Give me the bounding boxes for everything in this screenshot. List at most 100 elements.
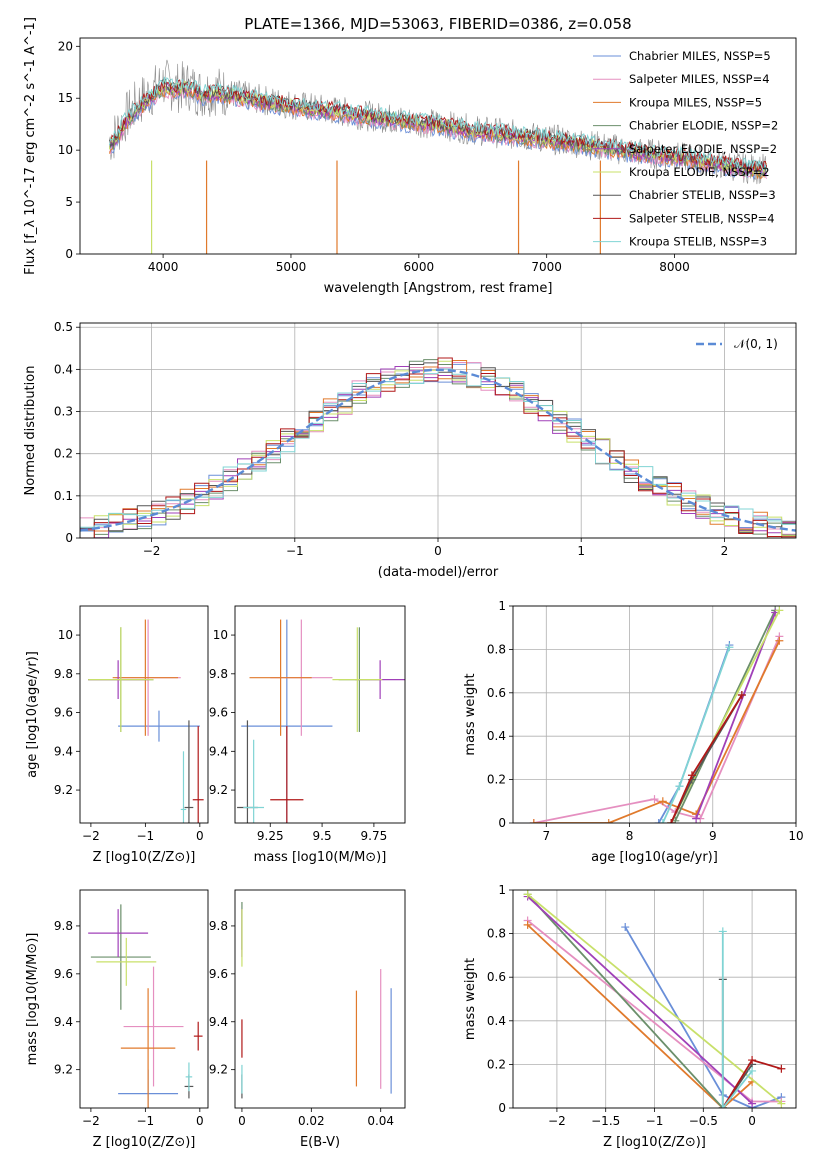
axes-frame bbox=[79, 889, 209, 1109]
y-axis-label: mass [log10(M/M⊙)] bbox=[25, 933, 40, 1066]
y-tick-label: 9.6 bbox=[209, 967, 228, 981]
x-tick-label: −1 bbox=[137, 1114, 155, 1128]
axes-frame bbox=[79, 322, 797, 539]
legend-label: Salpeter MILES, NSSP=4 bbox=[629, 72, 770, 86]
y-tick-label: 10 bbox=[58, 143, 73, 157]
axes-weight-vs-Z: −2 −1.5 −1 −0.5 0 0 0.2 0.4 0.6 0.8 1 Z [log10(Z/Z⊙… bbox=[463, 883, 797, 1150]
weight-point bbox=[777, 1064, 786, 1073]
axes-frame bbox=[79, 37, 797, 255]
x-tick-label: 0 bbox=[748, 1114, 756, 1128]
y-tick-label: 0.4 bbox=[487, 1014, 506, 1028]
x-tick-label: 0 bbox=[434, 544, 442, 558]
weight-line bbox=[695, 612, 777, 820]
y-tick-label: 9.2 bbox=[54, 1063, 73, 1077]
y-tick-label: 20 bbox=[58, 39, 73, 53]
weight-point bbox=[654, 819, 663, 823]
x-tick-label: −2 bbox=[82, 829, 100, 843]
axes-residuals: −2 −1 0 1 2 0 0.1 0.2 0.3 0.4 0.5 (data-model)/erro… bbox=[23, 320, 797, 580]
x-tick-label: 5000 bbox=[276, 260, 307, 274]
y-tick-label: 0.8 bbox=[487, 927, 506, 941]
x-tick-label: 0 bbox=[196, 829, 204, 843]
weight-point bbox=[687, 771, 696, 780]
y-axis-label: mass weight bbox=[463, 958, 478, 1040]
weight-line bbox=[526, 893, 724, 1108]
x-tick-label: −1 bbox=[286, 544, 304, 558]
y-tick-label: 1 bbox=[498, 883, 506, 897]
weight-point bbox=[775, 636, 784, 645]
x-tick-label: −1.5 bbox=[591, 1114, 620, 1128]
weight-point bbox=[748, 1066, 757, 1075]
y-tick-label: 0.5 bbox=[54, 320, 73, 334]
x-tick-label: 10 bbox=[788, 829, 803, 843]
x-tick-label: 1 bbox=[577, 544, 585, 558]
figure-title: PLATE=1366, MJD=53063, FIBERID=0386, z=0… bbox=[244, 15, 631, 33]
x-tick-label: 0.02 bbox=[298, 1114, 325, 1128]
x-tick-label: 4000 bbox=[148, 260, 179, 274]
plot-area-mass-vs-ebv bbox=[241, 901, 392, 1099]
x-tick-label: 7000 bbox=[531, 260, 562, 274]
x-tick-label: 0.04 bbox=[367, 1114, 394, 1128]
weight-point bbox=[748, 1056, 757, 1065]
y-tick-label: 0 bbox=[498, 816, 506, 830]
y-tick-label: 0.6 bbox=[487, 686, 506, 700]
axes-age-vs-Z: −2 −1 0 9.2 9.4 9.6 9.8 10 Z [log10(Z/Z⊙)] age [l… bbox=[25, 605, 209, 865]
y-tick-label: 9.8 bbox=[54, 919, 73, 933]
weight-point bbox=[718, 927, 727, 936]
legend-label: Kroupa MILES, NSSP=5 bbox=[629, 95, 762, 109]
x-axis-label: wavelength [Angstrom, rest frame] bbox=[324, 281, 553, 296]
spectrum-legend: Chabrier MILES, NSSP=5 Salpeter MILES, NS… bbox=[593, 49, 778, 249]
x-axis-label: (data-model)/error bbox=[378, 565, 499, 580]
legend-label: Chabrier ELODIE, NSSP=2 bbox=[629, 119, 778, 133]
weight-point bbox=[718, 1104, 727, 1108]
axes-frame bbox=[234, 605, 406, 824]
axes-frame bbox=[234, 889, 406, 1109]
weight-line bbox=[533, 640, 781, 823]
x-tick-label: −2 bbox=[143, 544, 161, 558]
y-tick-label: 9.4 bbox=[209, 744, 228, 758]
histogram-step bbox=[80, 368, 796, 528]
y-tick-label: 0 bbox=[65, 247, 73, 261]
model-line bbox=[108, 76, 768, 171]
axes-frame bbox=[79, 605, 209, 824]
x-axis-label: Z [log10(Z/Z⊙)] bbox=[603, 1135, 706, 1150]
weight-point bbox=[658, 797, 667, 806]
legend-label: Kroupa ELODIE, NSSP=2 bbox=[629, 165, 770, 179]
plot-area-weight-vs-Z bbox=[523, 890, 786, 1108]
y-tick-label: 0.4 bbox=[487, 729, 506, 743]
y-axis-label: mass weight bbox=[463, 673, 478, 755]
y-tick-label: 0.3 bbox=[54, 405, 73, 419]
x-axis-label: mass [log10(M/M⊙)] bbox=[254, 850, 387, 865]
weight-line bbox=[721, 931, 753, 1108]
y-tick-label: 0 bbox=[65, 531, 73, 545]
weight-point bbox=[523, 920, 532, 929]
y-tick-label: 9.8 bbox=[54, 667, 73, 681]
weight-point bbox=[725, 643, 734, 652]
axes-spectrum: 4000 5000 6000 7000 8000 0 5 10 15 20 wavelength [… bbox=[23, 17, 797, 296]
weight-line bbox=[624, 926, 782, 1108]
plot-area-mass-vs-Z bbox=[88, 904, 203, 1108]
y-axis-label: Flux [f_λ 10^-17 erg cm^-2 s^-1 A^-1] bbox=[23, 17, 38, 275]
plot-area-residuals bbox=[80, 357, 796, 538]
x-tick-label: 8 bbox=[626, 829, 634, 843]
y-tick-label: 15 bbox=[58, 91, 73, 105]
weight-point bbox=[658, 819, 667, 823]
y-tick-label: 0.2 bbox=[487, 1057, 506, 1071]
x-tick-label: −1 bbox=[137, 829, 155, 843]
x-tick-label: 0 bbox=[196, 1114, 204, 1128]
y-tick-label: 0.4 bbox=[54, 362, 73, 376]
y-tick-label: 10 bbox=[58, 628, 73, 642]
y-axis-label: Normed distribution bbox=[23, 366, 38, 496]
x-tick-label: 9.75 bbox=[361, 829, 388, 843]
x-tick-label: −0.5 bbox=[689, 1114, 718, 1128]
axes-mass-vs-Z: −2 −1 0 9.2 9.4 9.6 9.8 Z [log10(Z/Z⊙)] mass [lo… bbox=[25, 889, 209, 1150]
x-tick-label: 6000 bbox=[404, 260, 435, 274]
y-tick-label: 9.8 bbox=[209, 919, 228, 933]
weight-point bbox=[692, 814, 701, 823]
y-tick-label: 0.1 bbox=[54, 489, 73, 503]
legend-label: Kroupa STELIB, NSSP=3 bbox=[629, 235, 767, 249]
y-tick-label: 9.4 bbox=[54, 1015, 73, 1029]
model-line bbox=[108, 85, 767, 180]
x-tick-label: 0 bbox=[238, 1114, 246, 1128]
weight-point bbox=[667, 819, 676, 823]
